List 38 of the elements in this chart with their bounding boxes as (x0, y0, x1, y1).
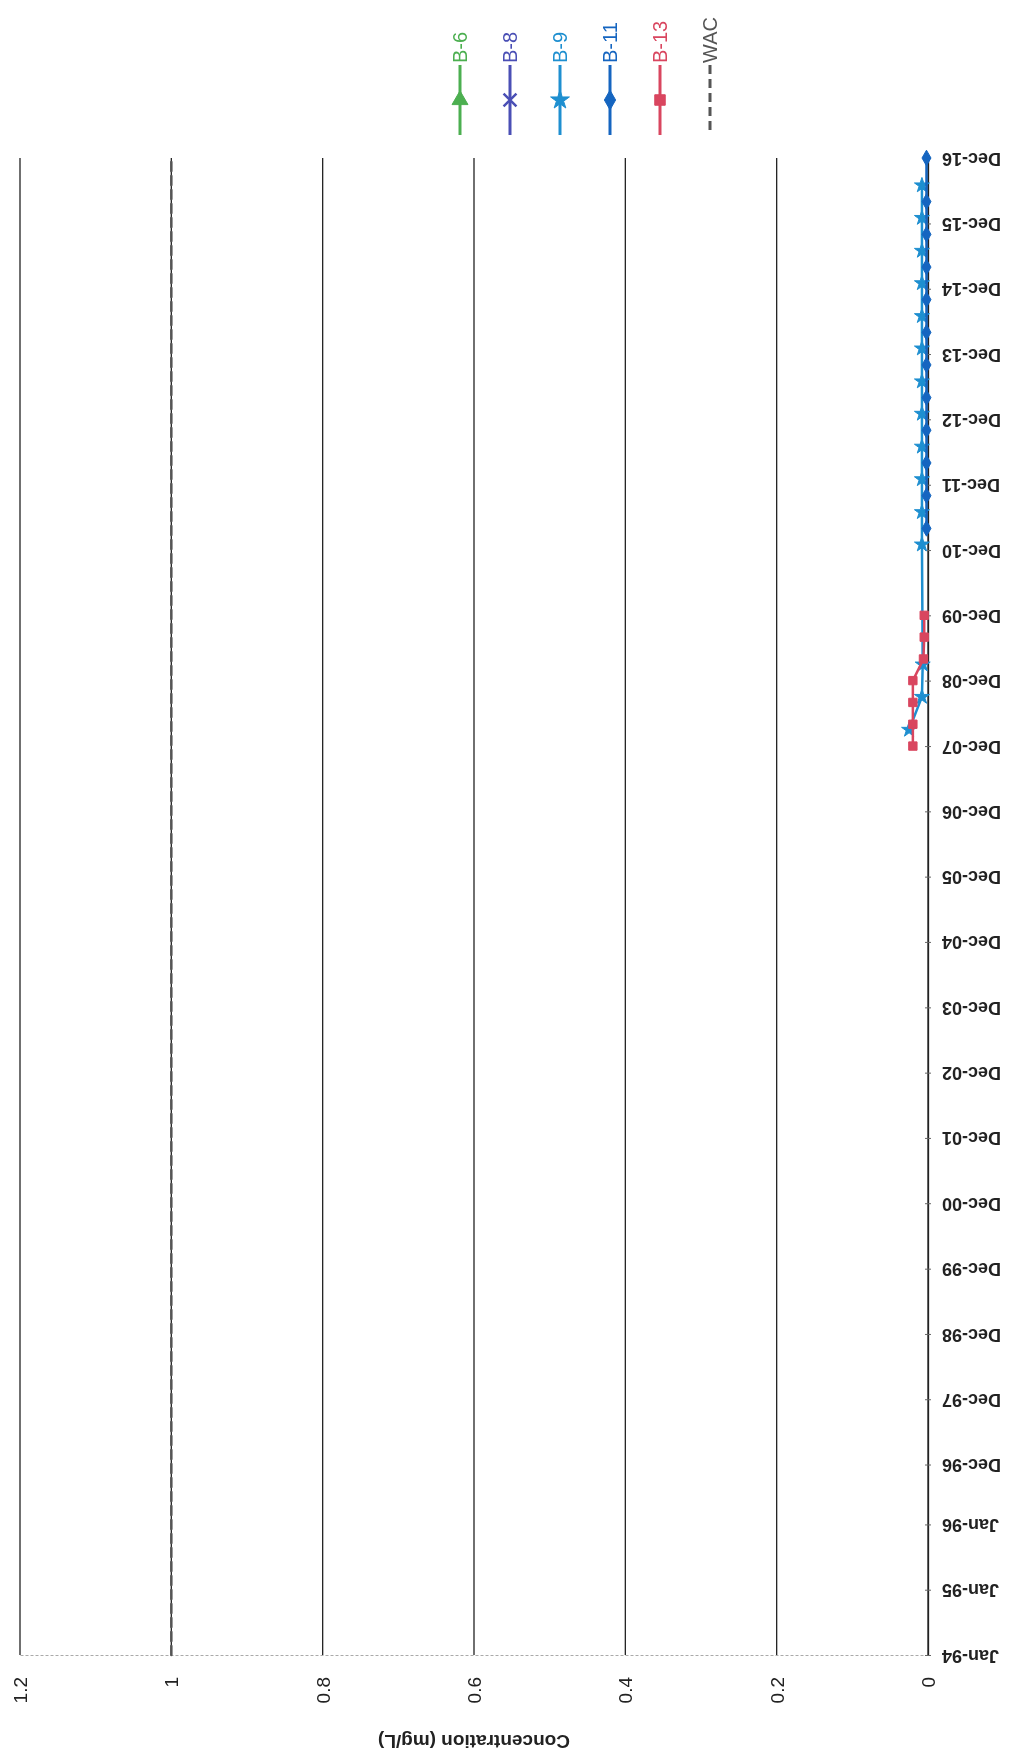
x-tick-label: 0.2 (766, 1677, 788, 1704)
y-tick-label: Dec-96 (942, 1455, 1002, 1476)
x-tick-label: 1 (161, 1677, 183, 1688)
text: B-13 (649, 20, 671, 63)
y-tick-label: Dec-02 (942, 1063, 1002, 1084)
y-tick-label: Dec-98 (942, 1324, 1002, 1345)
y-tick-label: Dec-07 (942, 736, 1002, 757)
y-tick-label: Dec-12 (942, 409, 1002, 430)
y-tick-label: Jan-94 (942, 1645, 1000, 1666)
text: B-9 (549, 31, 571, 63)
y-tick-label: Dec-16 (942, 148, 1002, 169)
text: WAC (699, 17, 721, 63)
y-tick-label: Jan-95 (942, 1580, 1000, 1601)
y-tick-label: Dec-05 (942, 867, 1002, 888)
text: B-11 (599, 22, 621, 63)
y-tick-label: Dec-11 (942, 475, 1001, 496)
x-tick-label: 0.8 (312, 1677, 334, 1704)
y-tick-label: Dec-10 (942, 540, 1002, 561)
legend-label: B-6 (449, 31, 471, 63)
x-tick-label: 1.2 (10, 1677, 32, 1704)
y-tick-label: Dec-09 (942, 605, 1002, 626)
x-axis-title: Concentration (mg/L) (377, 1731, 571, 1753)
y-tick-label: Dec-99 (942, 1259, 1002, 1280)
y-tick-label: Dec-06 (942, 801, 1002, 822)
y-tick-label: Dec-14 (942, 279, 1002, 300)
y-tick-label: Dec-03 (942, 997, 1002, 1018)
y-tick-label: Dec-08 (942, 671, 1002, 692)
y-tick-label: Dec-97 (942, 1389, 1002, 1410)
y-tick-label: Dec-13 (942, 344, 1002, 365)
y-tick-label: Dec-01 (942, 1128, 1002, 1149)
x-tick-label: 0 (918, 1677, 940, 1688)
x-tick-label: 0.6 (464, 1677, 486, 1704)
x-tick-label: 0.4 (615, 1676, 637, 1704)
legend-label: B-8 (499, 31, 521, 63)
y-tick-label: Dec-04 (942, 932, 1002, 953)
y-tick-label: Dec-00 (942, 1193, 1002, 1214)
y-tick-label: Jan-96 (942, 1515, 1000, 1535)
y-tick-label: Dec-15 (942, 214, 1002, 235)
